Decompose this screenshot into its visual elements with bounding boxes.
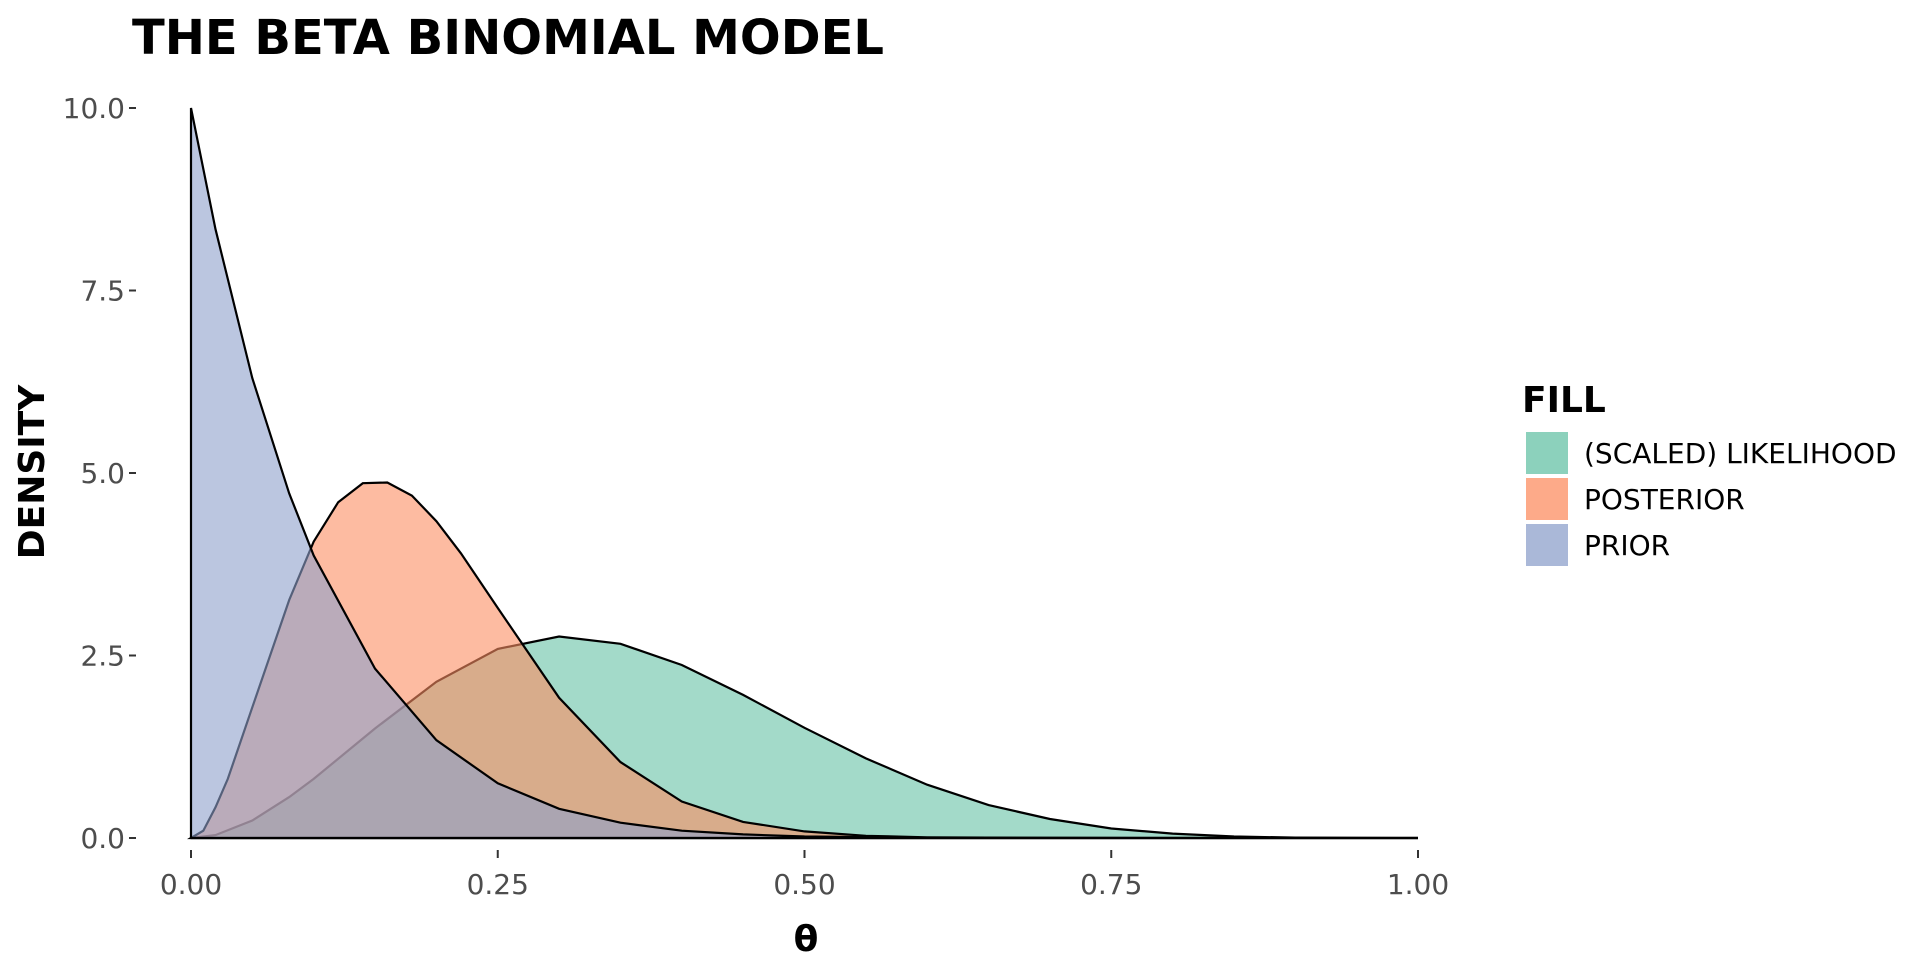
y-tick-label: 7.5 <box>80 275 125 308</box>
legend-swatch <box>1526 432 1568 474</box>
x-axis-ticks: 0.00 0.25 0.50 0.75 1.00 <box>160 850 1449 901</box>
y-tick-label: 10.0 <box>63 92 125 125</box>
y-axis-ticks: 0.0 2.5 5.0 7.5 10.0 <box>63 92 136 855</box>
y-tick-label: 2.5 <box>80 640 125 673</box>
y-tick-label: 5.0 <box>80 457 125 490</box>
legend: FILL (SCALED) LIKELIHOOD POSTERIOR PRIOR <box>1522 380 1897 566</box>
chart-title: THE BETA BINOMIAL MODEL <box>132 10 884 66</box>
legend-swatch <box>1526 478 1568 520</box>
legend-label: (SCALED) LIKELIHOOD <box>1584 437 1897 470</box>
legend-label: POSTERIOR <box>1584 483 1745 516</box>
x-axis-label: θ <box>794 919 819 960</box>
area-prior <box>189 107 1418 840</box>
x-tick-label: 0.75 <box>1080 868 1142 901</box>
x-tick-label: 1.00 <box>1387 868 1449 901</box>
x-tick-label: 0.00 <box>160 868 222 901</box>
density-areas <box>186 107 1419 840</box>
legend-title: FILL <box>1522 380 1606 421</box>
y-tick-label: 0.0 <box>80 822 125 855</box>
x-tick-label: 0.50 <box>773 868 835 901</box>
legend-label: PRIOR <box>1584 529 1670 562</box>
legend-swatch <box>1526 524 1568 566</box>
y-axis-label: DENSITY <box>12 384 53 559</box>
x-tick-label: 0.25 <box>467 868 529 901</box>
